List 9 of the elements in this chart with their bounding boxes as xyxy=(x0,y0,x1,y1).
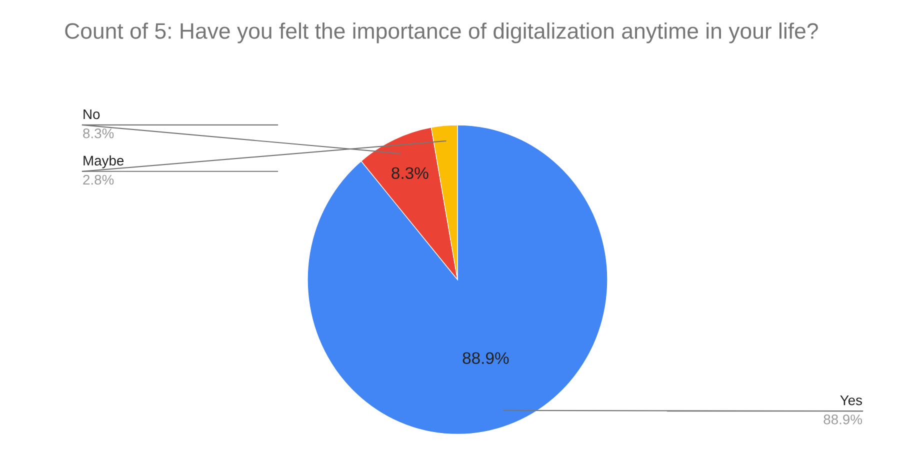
data-label: 88.9% xyxy=(462,352,509,364)
chart-title: Count of 5: Have you felt the importance of digitalization anytime in your life? xyxy=(65,22,818,44)
data-label: 8.3% xyxy=(392,167,428,180)
data-label: 2.8% xyxy=(83,174,114,185)
slice-label: No xyxy=(84,109,100,120)
slice-label: Yes xyxy=(840,396,862,406)
text: 88.9% xyxy=(824,414,862,424)
slice-label: Maybe xyxy=(84,155,124,168)
text: 8.3% xyxy=(83,128,114,138)
